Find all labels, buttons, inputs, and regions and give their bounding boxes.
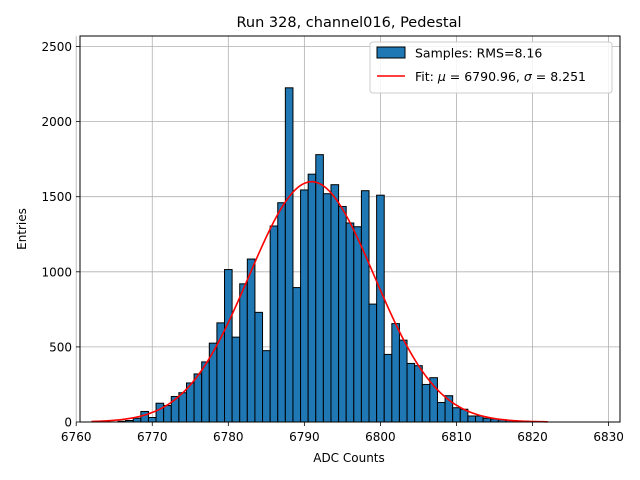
histogram-bar (391, 323, 400, 423)
histogram-bar (155, 402, 165, 423)
legend: Samples: RMS=8.16 Fit: μ = 6790.96, σ = … (369, 41, 613, 94)
x-tick-label: 6810 (441, 430, 472, 444)
histogram-bar (338, 205, 347, 423)
histogram-bar (467, 415, 476, 423)
histogram-bar (414, 365, 423, 423)
legend-mu-symbol: μ (437, 69, 446, 84)
fit-curve (91, 180, 548, 423)
histogram-bar (269, 225, 279, 423)
histogram-bar (307, 173, 317, 423)
legend-sigma-symbol: σ (524, 69, 533, 84)
plot-frame (79, 35, 621, 423)
chart-title: Run 328, channel016, Pedestal (236, 15, 461, 31)
legend-box (369, 41, 613, 94)
x-tick-label: 6790 (289, 430, 320, 444)
y-tick-label: 2500 (41, 40, 72, 54)
histogram-bar (201, 361, 210, 423)
histogram-bar (452, 407, 461, 423)
histogram-bar (406, 362, 416, 423)
histogram-bar (277, 202, 286, 423)
histogram-bar (132, 417, 142, 423)
legend-sigma-value: = 8.251 (532, 69, 586, 84)
histogram-bar (254, 311, 264, 423)
histogram-bar (322, 193, 332, 423)
histogram-bar (231, 336, 241, 423)
histogram-bar (208, 342, 218, 423)
histogram-bar (376, 194, 385, 423)
histogram-bar (147, 416, 157, 423)
histogram-bar (284, 87, 294, 423)
histogram-bar (300, 189, 309, 423)
y-tick-label: 2000 (41, 115, 72, 129)
histogram-bar (474, 415, 484, 423)
histogram-bar (436, 401, 446, 423)
histogram-bar (368, 303, 378, 423)
histogram-bar (360, 190, 370, 423)
y-tick-label: 500 (49, 340, 72, 354)
y-axis-label: Entries (15, 208, 29, 250)
histogram-bar (163, 404, 172, 423)
histogram-bar (383, 353, 393, 423)
histogram-bar (398, 339, 408, 423)
histogram-bar (482, 417, 492, 423)
legend-fit-label: Fit: μ = 6790.96, σ = 8.251 (415, 69, 586, 84)
histogram-bar (345, 222, 355, 423)
x-tick-label: 6760 (61, 430, 92, 444)
histogram-bar (421, 383, 431, 423)
histogram-bar (224, 269, 233, 423)
x-tick-label: 6830 (593, 430, 624, 444)
histogram-bar (429, 377, 438, 423)
legend-samples-swatch (376, 46, 406, 59)
legend-samples-label: Samples: RMS=8.16 (415, 46, 542, 61)
x-axis-ticks: 6760 6770 6780 6790 6800 6810 6820 6830 (61, 422, 624, 444)
histogram-bar (178, 392, 187, 423)
histogram-bar (353, 226, 362, 423)
y-tick-label: 1000 (41, 265, 72, 279)
histogram-bar (140, 410, 149, 423)
histogram-bar (315, 154, 324, 423)
legend-mu-value: = 6790.96, (446, 69, 524, 84)
histogram-bar (246, 258, 256, 423)
y-tick-label: 1500 (41, 190, 72, 204)
histogram-bar (330, 184, 340, 423)
x-tick-label: 6820 (517, 430, 548, 444)
y-tick-label: 0 (64, 416, 72, 430)
histogram-bar (193, 373, 203, 423)
legend-fit-prefix: Fit: (415, 69, 438, 84)
histogram-bar (239, 283, 248, 423)
histogram-bar (292, 287, 302, 423)
x-tick-label: 6800 (365, 430, 396, 444)
histogram-bar (262, 350, 271, 423)
x-axis-label: ADC Counts (313, 451, 385, 465)
x-tick-label: 6770 (137, 430, 168, 444)
x-tick-label: 6780 (213, 430, 244, 444)
y-axis-ticks: 0 500 1000 1500 2000 2500 (41, 40, 80, 430)
